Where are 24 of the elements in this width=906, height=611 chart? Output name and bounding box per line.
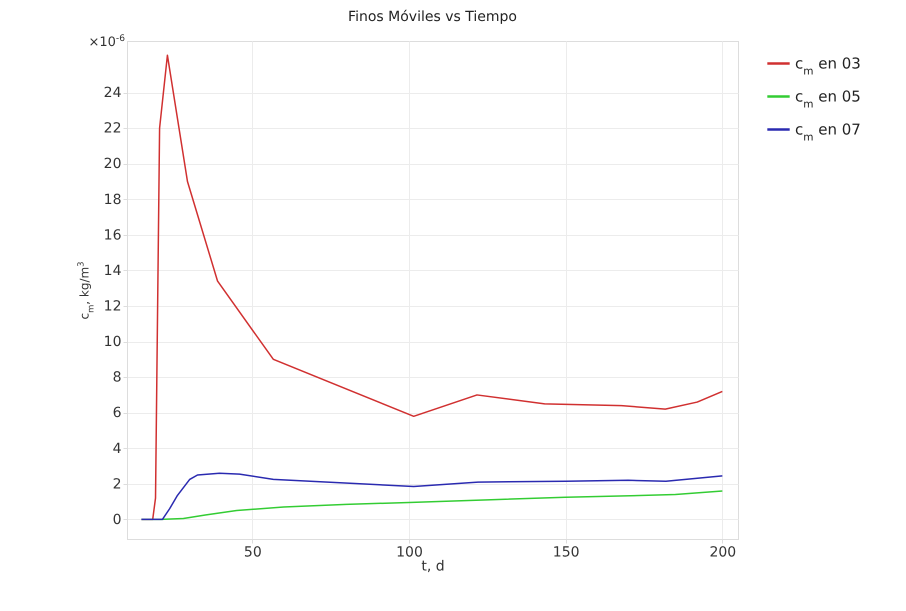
y-tick-label: 10: [104, 334, 122, 350]
y-tick-label: 2: [112, 476, 122, 492]
legend-label: c$_{m}$ en 03: [795, 54, 861, 78]
x-tick-label: 200: [709, 544, 736, 560]
y-tick-label: 6: [112, 405, 122, 422]
line-series: [140, 472, 724, 520]
y-tick-label: 20: [104, 156, 122, 172]
y-tick-label: 18: [104, 192, 122, 208]
y-tick-label: 22: [104, 120, 122, 137]
legend-label: c$_{m}$ en 07: [795, 120, 861, 144]
text: ×10$^{-6}$: [88, 34, 126, 50]
y-tick-label: 4: [112, 440, 122, 457]
x-tick-label: 50: [244, 544, 262, 560]
x-axis-title: t, d: [421, 558, 445, 574]
y-tick-label: 14: [104, 262, 122, 279]
legend-label: c$_{m}$ en 05: [795, 88, 861, 110]
y-tick-label: 24: [104, 85, 122, 102]
x-tick-label: 150: [552, 544, 580, 560]
y-tick-label: 0: [112, 512, 122, 528]
chart-title: Finos Móviles vs Tiempo: [348, 9, 517, 25]
y-tick-label: 12: [104, 298, 122, 315]
y-tick-label: 16: [104, 227, 122, 244]
y-tick-label: 8: [112, 370, 122, 386]
x-tick-label: 100: [396, 544, 423, 560]
